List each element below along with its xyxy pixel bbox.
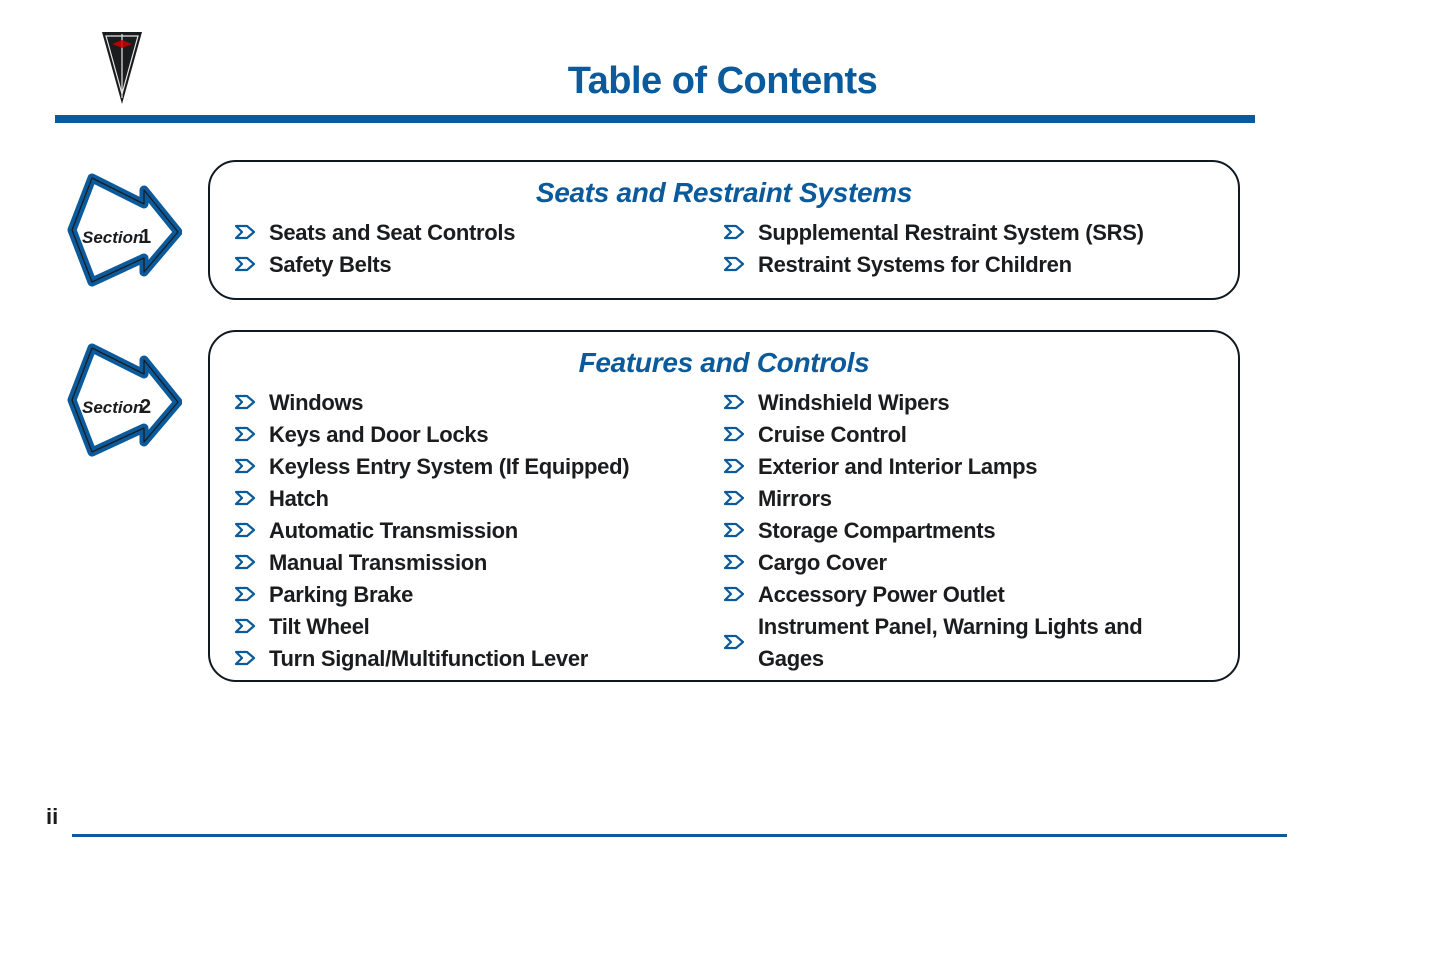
section-title: Seats and Restraint Systems <box>235 177 1213 209</box>
toc-item-label: Manual Transmission <box>269 547 487 579</box>
bullet-arrow-icon <box>235 249 255 281</box>
toc-list: Supplemental Restraint System (SRS) Rest… <box>724 217 1213 281</box>
toc-item[interactable]: Parking Brake <box>235 579 724 611</box>
toc-item[interactable]: Mirrors <box>724 483 1213 515</box>
section-arrow-label: Section <box>82 398 143 418</box>
bullet-arrow-icon <box>724 419 744 451</box>
toc-item[interactable]: Restraint Systems for Children <box>724 249 1213 281</box>
bullet-arrow-icon <box>724 217 744 249</box>
bullet-arrow-icon <box>724 627 744 659</box>
toc-item-label: Accessory Power Outlet <box>758 579 1005 611</box>
toc-item[interactable]: Tilt Wheel <box>235 611 724 643</box>
bullet-arrow-icon <box>235 643 255 675</box>
bullet-arrow-icon <box>724 387 744 419</box>
header-rule <box>55 110 1255 118</box>
toc-item[interactable]: Windows <box>235 387 724 419</box>
toc-item-label: Automatic Transmission <box>269 515 518 547</box>
toc-item[interactable]: Hatch <box>235 483 724 515</box>
toc-item[interactable]: Cargo Cover <box>724 547 1213 579</box>
toc-item-label: Keyless Entry System (If Equipped) <box>269 451 629 483</box>
toc-item-label: Storage Compartments <box>758 515 995 547</box>
toc-item[interactable]: Windshield Wipers <box>724 387 1213 419</box>
toc-item[interactable]: Instrument Panel, Warning Lights and Gag… <box>724 611 1213 675</box>
toc-item[interactable]: Keyless Entry System (If Equipped) <box>235 451 724 483</box>
toc-item-label: Instrument Panel, Warning Lights and Gag… <box>758 611 1213 675</box>
toc-item-label: Hatch <box>269 483 329 515</box>
toc-item[interactable]: Storage Compartments <box>724 515 1213 547</box>
toc-item[interactable]: Turn Signal/Multifunction Lever <box>235 643 724 675</box>
toc-list: Windows Keys and Door Locks Keyless Entr… <box>235 387 724 675</box>
toc-item-label: Seats and Seat Controls <box>269 217 515 249</box>
section-arrow-number: 2 <box>140 396 151 419</box>
bullet-arrow-icon <box>235 387 255 419</box>
bullet-arrow-icon <box>724 451 744 483</box>
toc-item-label: Tilt Wheel <box>269 611 370 643</box>
toc-item-label: Safety Belts <box>269 249 391 281</box>
toc-item-label: Keys and Door Locks <box>269 419 488 451</box>
bullet-arrow-icon <box>724 483 744 515</box>
toc-item-label: Windows <box>269 387 363 419</box>
toc-item-label: Exterior and Interior Lamps <box>758 451 1037 483</box>
toc-item[interactable]: Supplemental Restraint System (SRS) <box>724 217 1213 249</box>
page-number: ii <box>46 804 58 830</box>
page: Table of Contents Seats and Restraint Sy… <box>0 0 1445 965</box>
bullet-arrow-icon <box>724 515 744 547</box>
footer-rule <box>72 824 1287 827</box>
bullet-arrow-icon <box>724 249 744 281</box>
section-arrow-number: 1 <box>140 226 151 249</box>
bullet-arrow-icon <box>235 547 255 579</box>
toc-item-label: Windshield Wipers <box>758 387 949 419</box>
toc-item-label: Turn Signal/Multifunction Lever <box>269 643 588 675</box>
toc-item-label: Parking Brake <box>269 579 413 611</box>
bullet-arrow-icon <box>235 483 255 515</box>
bullet-arrow-icon <box>724 547 744 579</box>
page-title: Table of Contents <box>0 60 1445 103</box>
toc-list: Windshield Wipers Cruise Control Exterio… <box>724 387 1213 675</box>
section-title: Features and Controls <box>235 347 1213 379</box>
toc-item[interactable]: Safety Belts <box>235 249 724 281</box>
toc-item[interactable]: Exterior and Interior Lamps <box>724 451 1213 483</box>
bullet-arrow-icon <box>235 217 255 249</box>
section-arrow-icon: Section1 <box>60 172 182 292</box>
bullet-arrow-icon <box>235 419 255 451</box>
toc-item[interactable]: Cruise Control <box>724 419 1213 451</box>
toc-item[interactable]: Accessory Power Outlet <box>724 579 1213 611</box>
bullet-arrow-icon <box>235 451 255 483</box>
toc-item-label: Cargo Cover <box>758 547 887 579</box>
bullet-arrow-icon <box>235 515 255 547</box>
toc-item-label: Supplemental Restraint System (SRS) <box>758 217 1144 249</box>
toc-item-label: Mirrors <box>758 483 832 515</box>
section-arrow-icon: Section2 <box>60 342 182 462</box>
toc-item[interactable]: Keys and Door Locks <box>235 419 724 451</box>
section-box: Seats and Restraint Systems Seats and Se… <box>208 160 1240 300</box>
toc-item[interactable]: Automatic Transmission <box>235 515 724 547</box>
toc-item-label: Restraint Systems for Children <box>758 249 1072 281</box>
bullet-arrow-icon <box>235 611 255 643</box>
toc-list: Seats and Seat Controls Safety Belts <box>235 217 724 281</box>
toc-item-label: Cruise Control <box>758 419 907 451</box>
section-arrow-label: Section <box>82 228 143 248</box>
toc-item[interactable]: Seats and Seat Controls <box>235 217 724 249</box>
bullet-arrow-icon <box>235 579 255 611</box>
toc-item[interactable]: Manual Transmission <box>235 547 724 579</box>
bullet-arrow-icon <box>724 579 744 611</box>
section-box: Features and Controls Windows Keys and D… <box>208 330 1240 682</box>
